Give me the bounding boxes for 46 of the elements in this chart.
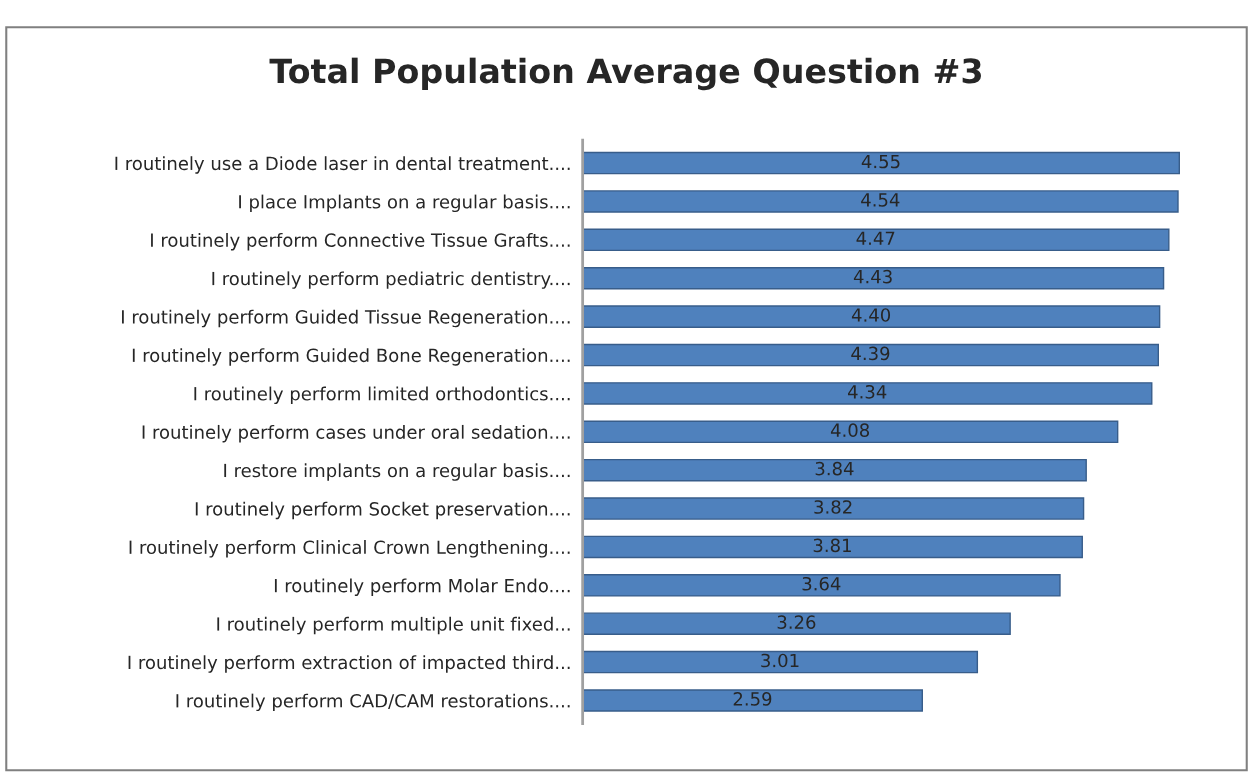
bar xyxy=(582,190,1179,213)
data-label: 4.34 xyxy=(847,384,887,399)
y-tick-label: I routinely perform pediatric dentistry.... xyxy=(212,271,570,289)
data-label: 4.47 xyxy=(856,231,895,245)
bar xyxy=(582,420,1119,444)
y-tick-label: I routinely perform Connective Tissue Grafts.... xyxy=(151,232,570,251)
data-label: 4.54 xyxy=(861,193,900,207)
data-label: 4.08 xyxy=(830,423,870,438)
data-label: 3.81 xyxy=(813,538,851,553)
y-tick-label: I routinely perform cases under oral sedation.... xyxy=(142,424,570,443)
bar xyxy=(582,305,1161,328)
y-tick-label: I routinely perform limited orthodontics.... xyxy=(194,386,570,405)
bar xyxy=(582,382,1153,405)
bar xyxy=(582,612,1011,635)
chart-title: Total Population Average Question #3 xyxy=(269,57,981,91)
data-label: 4.55 xyxy=(861,154,900,169)
y-tick-label: I routinely perform CAD/CAM restorations.... xyxy=(176,693,570,712)
bar xyxy=(582,497,1085,520)
data-label: 4.40 xyxy=(851,308,891,322)
y-tick-label: I place Implants on a regular basis.... xyxy=(239,194,570,213)
y-tick-label: I routinely perform Guided Tissue Regeneration.... xyxy=(122,309,570,328)
bar xyxy=(582,689,923,712)
y-tick-label: I routinely perform extraction of impacted third... xyxy=(128,655,570,673)
bar xyxy=(582,650,979,674)
data-label: 4.39 xyxy=(851,346,890,361)
bar xyxy=(582,151,1181,175)
data-label: 3.82 xyxy=(814,500,852,514)
y-tick-label: I routinely perform Socket preservation.... xyxy=(195,501,570,520)
data-label: 2.59 xyxy=(733,692,772,706)
data-label: 3.26 xyxy=(777,615,816,629)
y-tick-label: I routinely perform Molar Endo.... xyxy=(274,578,570,596)
y-tick-label: I routinely use a Diode laser in dental treatment.... xyxy=(115,156,570,174)
bar xyxy=(582,535,1083,559)
data-label: 3.01 xyxy=(761,653,799,668)
y-tick-label: I routinely perform multiple unit fixed... xyxy=(217,616,570,635)
bar xyxy=(582,458,1087,482)
y-tick-label: I restore implants on a regular basis.... xyxy=(224,463,570,481)
y-tick-label: I routinely perform Guided Bone Regeneration.... xyxy=(132,348,570,366)
bar xyxy=(582,343,1160,367)
data-label: 4.43 xyxy=(853,269,892,284)
data-label: 3.84 xyxy=(815,461,854,476)
y-tick-label: I routinely perform Clinical Crown Lengthening.... xyxy=(129,540,570,558)
bar xyxy=(582,228,1170,252)
bar xyxy=(582,574,1061,597)
bar xyxy=(582,266,1165,290)
data-label: 3.64 xyxy=(802,576,841,591)
